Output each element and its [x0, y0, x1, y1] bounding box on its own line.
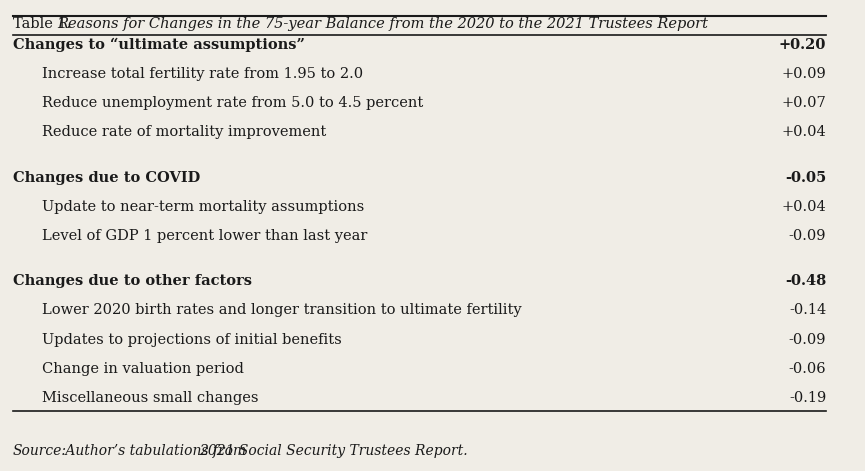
- Text: Changes due to other factors: Changes due to other factors: [13, 274, 252, 288]
- Text: -0.09: -0.09: [789, 229, 826, 243]
- Text: Miscellaneous small changes: Miscellaneous small changes: [42, 391, 259, 405]
- Text: +0.04: +0.04: [781, 125, 826, 139]
- Text: Reduce unemployment rate from 5.0 to 4.5 percent: Reduce unemployment rate from 5.0 to 4.5…: [42, 96, 423, 110]
- Text: Reasons for Changes in the 75-year Balance from the 2020 to the 2021 Trustees Re: Reasons for Changes in the 75-year Balan…: [57, 17, 708, 31]
- Text: -0.48: -0.48: [785, 274, 826, 288]
- Text: Change in valuation period: Change in valuation period: [42, 362, 244, 376]
- Text: Updates to projections of initial benefits: Updates to projections of initial benefi…: [42, 333, 342, 347]
- Text: Source:: Source:: [13, 445, 67, 458]
- Text: -0.06: -0.06: [789, 362, 826, 376]
- Text: Increase total fertility rate from 1.95 to 2.0: Increase total fertility rate from 1.95 …: [42, 67, 363, 81]
- Text: 2021 Social Security Trustees Report.: 2021 Social Security Trustees Report.: [199, 445, 467, 458]
- Text: +0.04: +0.04: [781, 200, 826, 214]
- Text: -0.09: -0.09: [789, 333, 826, 347]
- Text: +0.20: +0.20: [778, 38, 826, 52]
- Text: +0.07: +0.07: [781, 96, 826, 110]
- Text: Reduce rate of mortality improvement: Reduce rate of mortality improvement: [42, 125, 326, 139]
- Text: -0.19: -0.19: [789, 391, 826, 405]
- Text: Table 1.: Table 1.: [13, 17, 75, 31]
- Text: Lower 2020 birth rates and longer transition to ultimate fertility: Lower 2020 birth rates and longer transi…: [42, 303, 522, 317]
- Text: Update to near-term mortality assumptions: Update to near-term mortality assumption…: [42, 200, 364, 214]
- Text: -0.14: -0.14: [789, 303, 826, 317]
- Text: Author’s tabulations from: Author’s tabulations from: [61, 445, 251, 458]
- Text: +0.09: +0.09: [781, 67, 826, 81]
- Text: Level of GDP 1 percent lower than last year: Level of GDP 1 percent lower than last y…: [42, 229, 368, 243]
- Text: Changes to “ultimate assumptions”: Changes to “ultimate assumptions”: [13, 38, 304, 52]
- Text: -0.05: -0.05: [785, 171, 826, 185]
- Text: Changes due to COVID: Changes due to COVID: [13, 171, 200, 185]
